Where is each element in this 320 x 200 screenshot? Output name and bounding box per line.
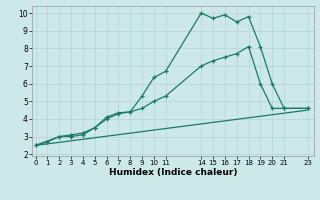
X-axis label: Humidex (Indice chaleur): Humidex (Indice chaleur) xyxy=(108,168,237,177)
